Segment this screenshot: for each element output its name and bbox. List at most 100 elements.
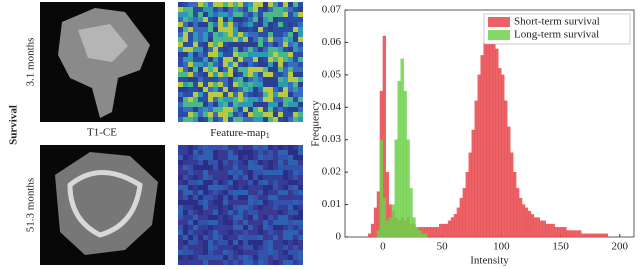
feature-map-cell	[218, 145, 223, 150]
feature-map-cell	[183, 62, 188, 67]
feature-map-cell	[278, 230, 283, 235]
feature-map-cell	[228, 170, 233, 175]
feature-map-cell	[238, 160, 243, 165]
feature-map-cell	[253, 107, 258, 112]
feature-map-cell	[188, 235, 193, 240]
feature-map-cell	[203, 107, 208, 112]
feature-map-cell	[198, 112, 203, 117]
feature-map-cell	[238, 180, 243, 185]
feature-map-cell	[178, 195, 183, 200]
feature-map-cell	[288, 235, 293, 240]
feature-map-cell	[263, 102, 268, 107]
feature-map-cell	[288, 2, 293, 7]
feature-map-cell	[263, 77, 268, 82]
histogram-bar	[441, 223, 446, 238]
feature-map-cell	[248, 112, 253, 117]
feature-map-cell	[293, 57, 298, 62]
feature-map-cell	[248, 42, 253, 47]
feature-map-cell	[233, 260, 238, 265]
feature-map-cell	[223, 112, 228, 117]
feature-map-cell	[263, 97, 268, 102]
feature-map-cell	[253, 2, 258, 7]
feature-map-cell	[188, 205, 193, 210]
x-tick-label: 50	[437, 241, 449, 253]
feature-map-cell	[218, 52, 223, 57]
feature-map-cell	[253, 225, 258, 230]
feature-map-cell	[188, 210, 193, 215]
feature-map-cell	[298, 250, 303, 255]
feature-map-cell	[288, 62, 293, 67]
feature-map-cell	[238, 37, 243, 42]
histogram-bar	[483, 42, 487, 238]
feature-map-cell	[198, 67, 203, 72]
feature-map-cell	[258, 145, 263, 150]
feature-map-cell	[228, 92, 233, 97]
feature-map-cell	[283, 195, 288, 200]
histogram-bar	[474, 100, 478, 238]
feature-map-cell	[258, 260, 263, 265]
feature-map-cell	[243, 52, 248, 57]
feature-map-cell	[183, 205, 188, 210]
feature-map-cell	[228, 260, 233, 265]
feature-map-cell	[253, 32, 258, 37]
feature-map-cell	[203, 92, 208, 97]
feature-map-cell	[228, 72, 233, 77]
feature-map-cell	[263, 180, 268, 185]
feature-map-cell	[243, 165, 248, 170]
feature-map-cell	[298, 62, 303, 67]
feature-map-cell	[243, 190, 248, 195]
feature-map-cell	[203, 150, 208, 155]
feature-map-cell	[248, 27, 253, 32]
feature-map-cell	[263, 160, 268, 165]
feature-map	[178, 145, 303, 265]
feature-map-cell	[268, 77, 273, 82]
feature-map-cell	[238, 42, 243, 47]
feature-map-cell	[218, 190, 223, 195]
feature-map-cell	[198, 185, 203, 190]
column-label-subscript: 1	[266, 131, 270, 140]
feature-map-cell	[228, 2, 233, 7]
feature-map-cell	[253, 185, 258, 190]
histogram-bar	[433, 227, 437, 238]
feature-map-cell	[188, 190, 193, 195]
feature-map-cell	[273, 190, 278, 195]
feature-map-cell	[293, 245, 298, 250]
feature-map-cell	[223, 107, 228, 112]
feature-map-cell	[228, 160, 233, 165]
feature-map-cell	[238, 97, 243, 102]
feature-map-cell	[298, 210, 303, 215]
feature-map-cell	[223, 250, 228, 255]
feature-map-cell	[298, 255, 303, 260]
feature-map-cell	[273, 47, 278, 52]
feature-map-cell	[198, 215, 203, 220]
feature-map-cell	[183, 190, 188, 195]
feature-map-cell	[188, 240, 193, 245]
histogram-bar	[524, 207, 529, 238]
feature-map-cell	[238, 215, 243, 220]
feature-map-cell	[188, 67, 193, 72]
feature-map-cell	[273, 117, 278, 122]
feature-map-cell	[208, 235, 213, 240]
feature-map-cell	[213, 260, 218, 265]
feature-map-cell	[218, 57, 223, 62]
feature-map-cell	[183, 22, 188, 27]
feature-map-cell	[233, 245, 238, 250]
histogram-bar	[548, 223, 552, 238]
feature-map	[178, 2, 303, 122]
feature-map-cell	[218, 42, 223, 47]
feature-map-cell	[283, 190, 288, 195]
feature-map-cell	[193, 82, 198, 87]
feature-map-cell	[278, 107, 283, 112]
feature-map-cell	[258, 225, 263, 230]
feature-map-cell	[193, 175, 198, 180]
feature-map-cell	[248, 195, 253, 200]
feature-map-cell	[208, 87, 213, 92]
feature-map-cell	[233, 210, 238, 215]
feature-map-cell	[283, 230, 288, 235]
legend-swatch	[488, 17, 510, 27]
feature-map-cell	[223, 32, 228, 37]
feature-map-cell	[238, 82, 243, 87]
feature-map-cell	[273, 32, 278, 37]
feature-map-cell	[188, 7, 193, 12]
feature-map-cell	[268, 175, 273, 180]
